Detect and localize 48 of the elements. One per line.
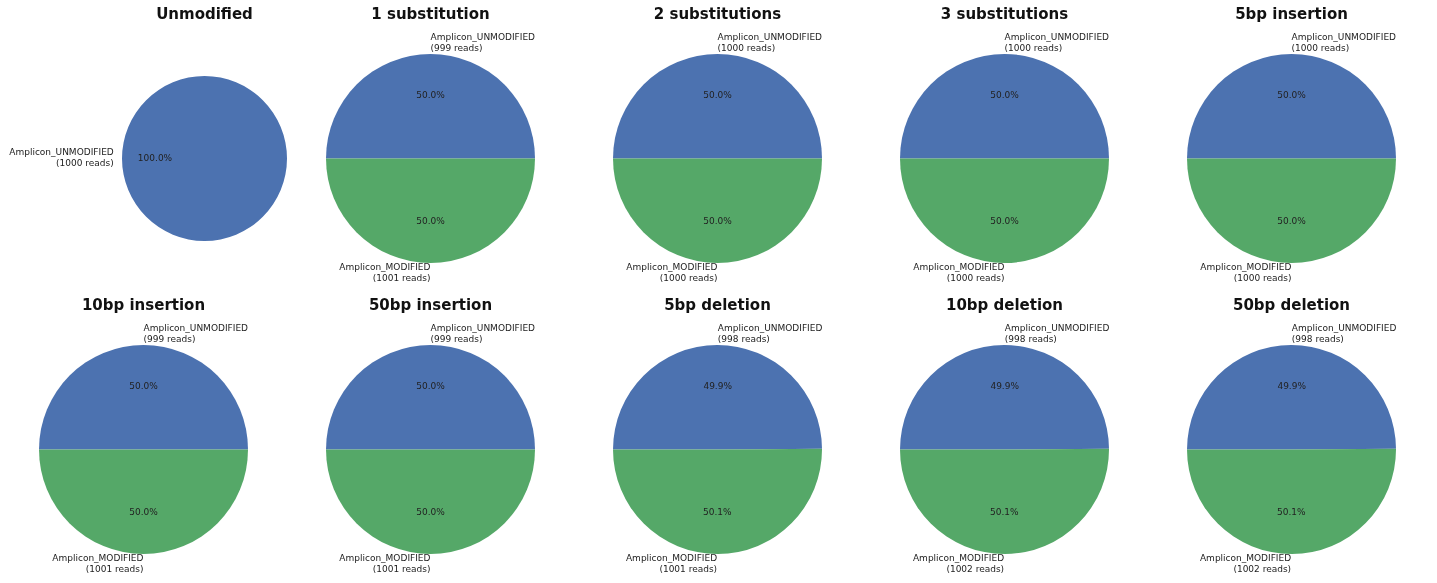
slice-label: Amplicon_UNMODIFIED (998 reads) xyxy=(1004,323,1110,345)
slice-label: Amplicon_UNMODIFIED (999 reads) xyxy=(430,323,536,345)
data-label: 50.0% xyxy=(703,215,733,226)
data-label: 50.1% xyxy=(990,506,1020,517)
slice-label: Amplicon_MODIFIED (1001 reads) xyxy=(52,553,144,575)
slice-label: Amplicon_MODIFIED (1000 reads) xyxy=(913,262,1005,284)
data-label: 50.1% xyxy=(1277,506,1307,517)
chart-title: 1 substitution xyxy=(371,4,490,23)
data-label: 49.9% xyxy=(1277,381,1307,392)
slice-label: Amplicon_UNMODIFIED (1000 reads) xyxy=(1291,32,1397,54)
chart-title: 2 substitutions xyxy=(653,4,782,23)
chart-title: Unmodified xyxy=(156,4,253,23)
data-label: 49.9% xyxy=(990,381,1020,392)
slice-label: Amplicon_UNMODIFIED (1000 reads) xyxy=(9,147,114,169)
data-label: 50.0% xyxy=(129,506,159,517)
data-label: 50.0% xyxy=(416,90,446,101)
data-label: 50.0% xyxy=(990,90,1020,101)
slice-label: Amplicon_MODIFIED (1002 reads) xyxy=(1199,553,1292,575)
data-label: 50.0% xyxy=(416,215,446,226)
slice-label: Amplicon_UNMODIFIED (998 reads) xyxy=(1291,323,1397,345)
data-label: 50.0% xyxy=(1277,90,1307,101)
slice-label: Amplicon_MODIFIED (1000 reads) xyxy=(626,262,718,284)
data-label: 50.0% xyxy=(129,381,159,392)
data-label: 50.0% xyxy=(416,506,446,517)
slice-label: Amplicon_MODIFIED (1001 reads) xyxy=(625,553,718,575)
chart-title: 50bp deletion xyxy=(1232,295,1351,314)
slice-label: Amplicon_UNMODIFIED (1000 reads) xyxy=(1004,32,1110,54)
slice-label: Amplicon_MODIFIED (1000 reads) xyxy=(1200,262,1292,284)
slice-label: Amplicon_MODIFIED (1002 reads) xyxy=(912,553,1005,575)
data-label: 50.0% xyxy=(416,381,446,392)
data-label: 50.0% xyxy=(703,90,733,101)
slice-label: Amplicon_UNMODIFIED (999 reads) xyxy=(143,323,249,345)
data-label: 100.0% xyxy=(137,152,173,163)
data-label: 50.0% xyxy=(1277,215,1307,226)
chart-title: 10bp insertion xyxy=(81,295,206,314)
data-label: 50.0% xyxy=(990,215,1020,226)
data-label: 49.9% xyxy=(703,381,733,392)
slice-label: Amplicon_UNMODIFIED (999 reads) xyxy=(430,32,536,54)
slice-label: Amplicon_MODIFIED (1001 reads) xyxy=(339,262,431,284)
slice-label: Amplicon_UNMODIFIED (1000 reads) xyxy=(717,32,823,54)
chart-title: 10bp deletion xyxy=(945,295,1064,314)
chart-title: 50bp insertion xyxy=(368,295,493,314)
data-label: 50.1% xyxy=(703,506,733,517)
slice-label: Amplicon_MODIFIED (1001 reads) xyxy=(339,553,431,575)
chart-title: 5bp insertion xyxy=(1235,4,1348,23)
slice-label: Amplicon_UNMODIFIED (998 reads) xyxy=(717,323,823,345)
chart-title: 3 substitutions xyxy=(940,4,1069,23)
chart-title: 5bp deletion xyxy=(664,295,771,314)
